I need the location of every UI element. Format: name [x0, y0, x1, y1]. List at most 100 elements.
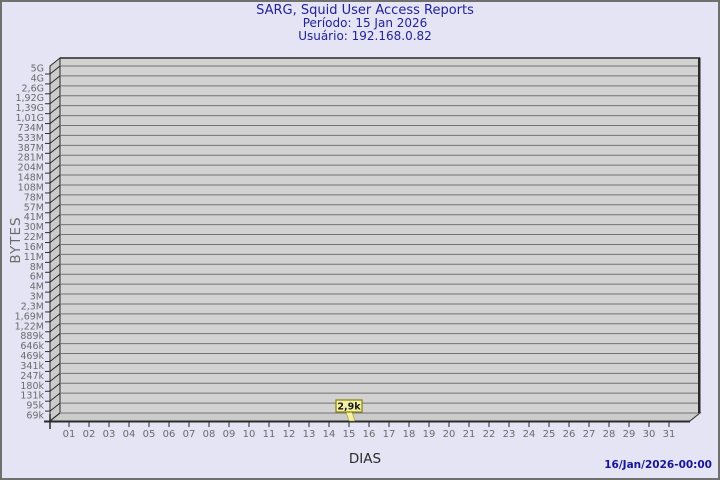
y-tick-diagonal	[49, 372, 61, 382]
y-tick-diagonal	[49, 125, 61, 134]
y-tick-label: 78M	[24, 192, 44, 203]
y-tick-label: 4M	[30, 282, 44, 293]
y-tick-diagonal	[49, 164, 61, 174]
y-tick-diagonal	[49, 273, 61, 283]
y-tick-diagonal	[49, 333, 61, 343]
x-tick-label: 15	[343, 429, 356, 440]
y-tick-diagonal	[49, 234, 61, 243]
x-tick-label: 26	[563, 429, 576, 440]
x-tick-label: 11	[263, 429, 276, 440]
y-tick-diagonal	[49, 392, 61, 402]
y-tick-label: 1,92G	[15, 93, 44, 104]
x-tick-label: 19	[423, 429, 436, 440]
y-tick-diagonal	[49, 412, 61, 422]
x-tick-label: 25	[543, 429, 556, 440]
x-tick-label: 16	[363, 429, 376, 440]
y-tick-diagonal	[49, 263, 61, 273]
y-tick-label: 180k	[20, 381, 44, 392]
y-tick-diagonal	[49, 382, 61, 392]
y-tick-label: 387M	[18, 143, 44, 154]
y-tick-label: 30M	[24, 222, 44, 233]
y-tick-label: 646k	[20, 341, 44, 352]
chart-plot-area	[59, 57, 701, 414]
report-user: Usuário: 192.168.0.82	[298, 28, 432, 43]
y-tick-label: 22M	[24, 232, 44, 243]
x-tick-label: 10	[243, 429, 256, 440]
x-tick-label: 21	[463, 429, 476, 440]
y-tick-diagonal	[49, 214, 61, 224]
chart-floor	[48, 412, 702, 422]
y-tick-label: 734M	[18, 123, 44, 134]
y-tick-diagonal	[49, 353, 61, 362]
y-tick-label: 69k	[26, 411, 44, 422]
y-tick-label: 11M	[24, 252, 44, 263]
y-tick-diagonal	[49, 75, 61, 85]
x-tick-label: 20	[443, 429, 456, 440]
x-tick-label: 09	[223, 429, 236, 440]
y-tick-label: 131k	[20, 391, 44, 402]
y-tick-label: 469k	[20, 351, 44, 362]
y-tick-diagonal	[49, 293, 61, 303]
y-tick-diagonal	[49, 135, 61, 144]
y-tick-label: 5G	[31, 64, 44, 75]
y-tick-diagonal	[49, 105, 61, 115]
x-tick-label: 30	[643, 429, 656, 440]
y-tick-label: 204M	[18, 163, 44, 174]
y-tick-diagonal	[49, 184, 61, 194]
y-tick-label: 533M	[18, 133, 44, 144]
y-tick-label: 57M	[24, 202, 44, 213]
y-tick-diagonal	[49, 115, 61, 124]
y-tick-label: 1,39G	[15, 103, 44, 114]
y-tick-label: 6M	[30, 272, 44, 283]
y-tick-diagonal	[49, 244, 61, 253]
x-tick-label: 06	[163, 429, 176, 440]
x-tick-label: 03	[103, 429, 116, 440]
y-tick-diagonal	[49, 323, 61, 333]
x-tick-label: 14	[323, 429, 336, 440]
y-tick-label: 148M	[18, 173, 44, 184]
y-tick-diagonal	[49, 144, 61, 154]
y-tick-diagonal	[49, 313, 61, 323]
x-tick-label: 04	[123, 429, 136, 440]
x-tick-label: 02	[83, 429, 96, 440]
y-tick-label: 2,3M	[21, 301, 44, 312]
x-tick-label: 29	[623, 429, 636, 440]
y-tick-label: 16M	[24, 242, 44, 253]
y-tick-diagonal	[49, 224, 61, 234]
y-tick-label: 1,01G	[15, 113, 44, 124]
y-tick-label: 247k	[20, 371, 44, 382]
x-tick-label: 13	[303, 429, 316, 440]
x-tick-label: 17	[383, 429, 396, 440]
x-axis-title: DIAS	[348, 451, 382, 467]
y-tick-label: 281M	[18, 153, 44, 164]
annotation-flag-box	[335, 399, 363, 413]
x-tick-label: 12	[283, 429, 296, 440]
x-tick-label: 24	[523, 429, 536, 440]
y-axis-title: BYTES	[8, 216, 24, 264]
y-tick-label: 3M	[30, 292, 44, 303]
y-tick-label: 41M	[24, 212, 44, 223]
annotation-flag-label: 2,9k	[337, 402, 361, 413]
y-tick-label: 4G	[31, 73, 44, 84]
x-tick-label: 28	[603, 429, 616, 440]
y-tick-diagonal	[49, 283, 61, 293]
y-tick-label: 1,69M	[15, 311, 44, 322]
x-tick-label: 27	[583, 429, 596, 440]
x-tick-label: 31	[663, 429, 676, 440]
y-tick-diagonal	[49, 253, 61, 263]
y-tick-diagonal	[49, 363, 61, 372]
x-tick-label: 07	[183, 429, 196, 440]
y-tick-diagonal	[49, 85, 61, 95]
y-tick-diagonal	[49, 95, 61, 105]
y-tick-label: 2,6G	[22, 83, 44, 94]
x-tick-label: 18	[403, 429, 416, 440]
y-tick-diagonal	[49, 154, 61, 164]
y-tick-diagonal	[49, 65, 61, 75]
y-tick-diagonal	[49, 303, 61, 313]
page-title: SARG, Squid User Access Reports	[256, 3, 474, 18]
y-tick-label: 341k	[20, 361, 44, 372]
y-tick-label: 95k	[26, 401, 44, 412]
y-tick-label: 8M	[30, 262, 44, 273]
